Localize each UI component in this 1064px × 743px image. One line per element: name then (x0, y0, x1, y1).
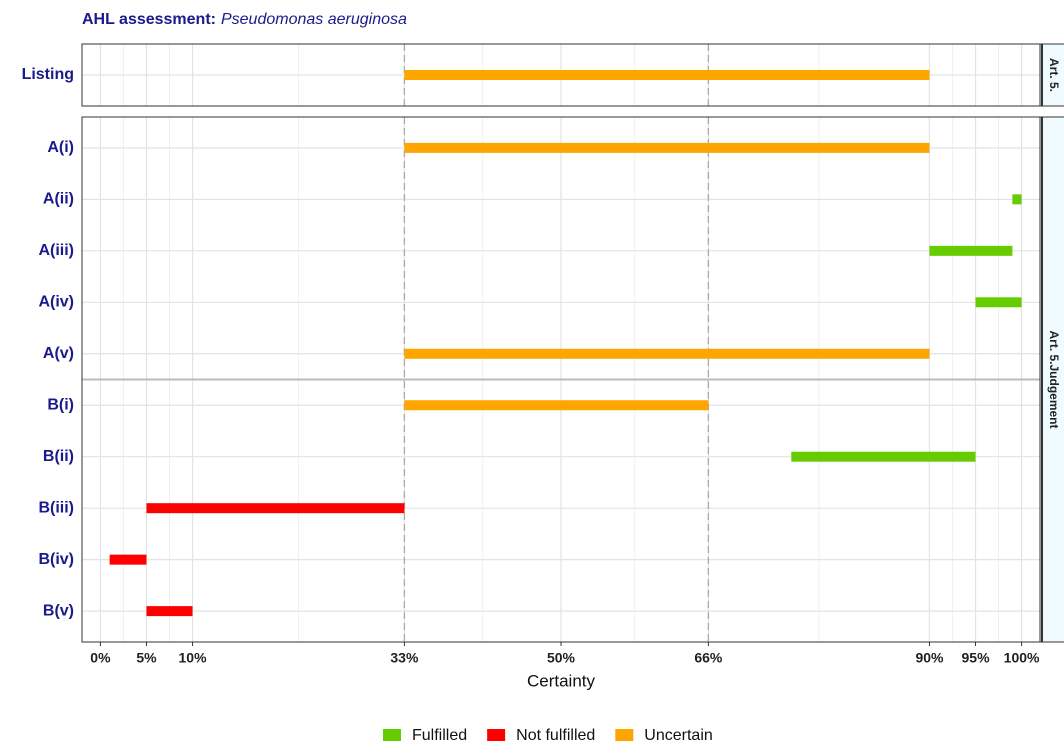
row-label: A(iii) (38, 242, 74, 259)
row-label: A(iv) (38, 294, 74, 311)
legend-label: Fulfilled (412, 727, 467, 743)
range-bar (146, 503, 405, 514)
x-tick-label: 5% (136, 650, 157, 666)
row-label: A(i) (47, 139, 74, 156)
x-axis-title: Certainty (527, 671, 596, 690)
row-label: B(iii) (38, 499, 74, 516)
x-tick-label: 95% (962, 650, 991, 666)
legend-label: Not fulfilled (516, 727, 595, 743)
x-tick-label: 10% (179, 650, 208, 666)
subtitle: Pseudomonas aeruginosa (221, 11, 407, 28)
row-label: B(i) (47, 396, 74, 413)
range-bar (404, 348, 930, 359)
legend-swatch (383, 729, 401, 741)
range-bar (975, 297, 1022, 308)
x-tick-label: 66% (694, 650, 723, 666)
row-label: Listing (22, 66, 74, 83)
legend-label: Uncertain (644, 727, 712, 743)
strip-bg (1039, 116, 1064, 643)
x-tick-label: 50% (547, 650, 576, 666)
range-bar (146, 606, 193, 617)
row-label: A(v) (43, 345, 74, 362)
range-bar (404, 70, 930, 80)
strip-label: Art. 5. (1047, 58, 1061, 92)
row-label: B(iv) (38, 551, 74, 568)
chart-title: AHL assessment: Pseudomonas aeruginosa (82, 11, 407, 28)
x-tick-label: 90% (915, 650, 944, 666)
row-label: B(ii) (43, 448, 74, 465)
x-tick-label: 0% (90, 650, 111, 666)
range-bar (109, 554, 147, 565)
x-tick-label: 100% (1004, 650, 1040, 666)
x-tick-label: 33% (390, 650, 419, 666)
row-label: B(v) (43, 602, 74, 619)
strip-label: Art. 5.Judgement (1047, 330, 1061, 428)
range-bar (929, 245, 1013, 256)
range-bar (791, 451, 976, 462)
range-bar (404, 400, 709, 411)
range-bar (404, 142, 930, 153)
title: AHL assessment: (82, 11, 216, 28)
strip-bg (1039, 43, 1064, 107)
row-label: A(ii) (43, 191, 74, 208)
range-bar (1012, 194, 1022, 205)
legend-swatch (615, 729, 634, 741)
legend-swatch (487, 729, 506, 741)
